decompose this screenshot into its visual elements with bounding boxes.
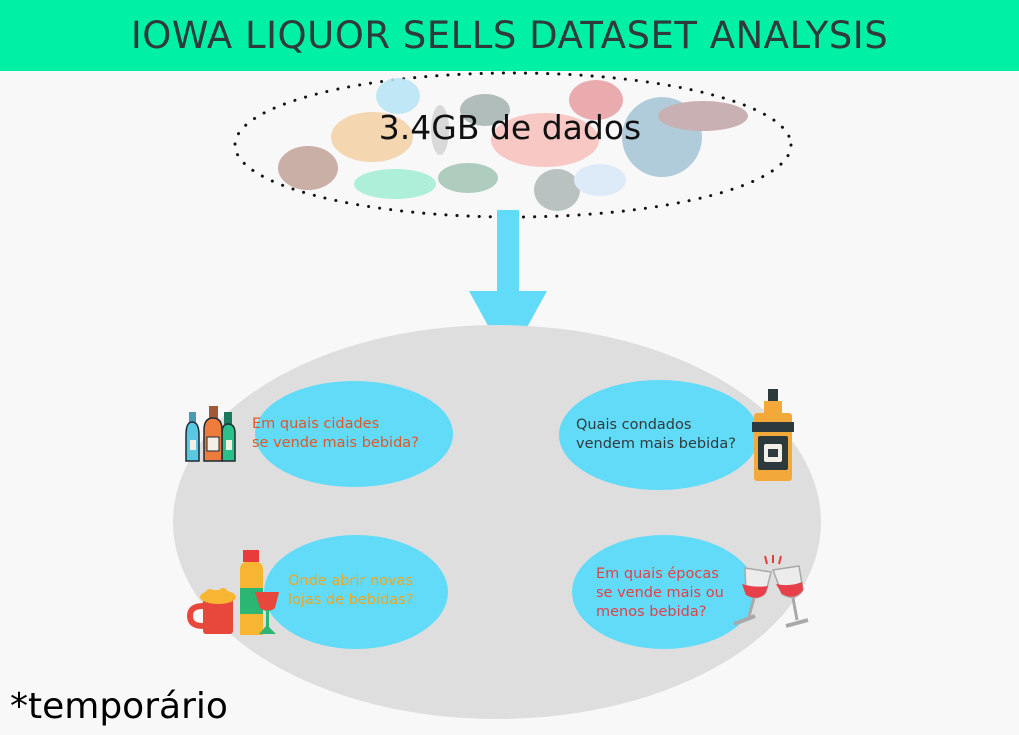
question-line: lojas de bebidas? [288,592,414,608]
beer-wine-icon [186,550,279,635]
title-banner: IOWA LIQUOR SELLS DATASET ANALYSIS [0,0,1019,71]
question-bubble-counties [559,380,759,490]
question-new-stores: Onde abrir novas lojas de bebidas? [288,572,413,610]
question-line: menos bebida? [596,604,707,620]
question-line: vendem mais bebida? [576,436,736,452]
data-blob [376,78,420,114]
question-seasons: Em quais épocas se vende mais ou menos b… [596,565,724,622]
data-blobs [278,78,748,211]
page-title: IOWA LIQUOR SELLS DATASET ANALYSIS [130,14,889,57]
question-cities: Em quais cidades se vende mais bebida? [252,415,419,453]
data-blob [354,169,436,199]
analysis-area [173,325,821,719]
data-size-label: 3.4GB de dados [378,108,642,147]
wine-toast-icon [733,555,809,628]
question-bubble-new-stores [264,535,448,649]
question-line: Em quais cidades [252,416,380,432]
question-line: se vende mais ou [596,585,724,601]
data-blob [658,101,748,131]
data-blob [438,163,498,193]
question-bubble-seasons [572,535,756,649]
question-line: Onde abrir novas [288,573,414,589]
data-blob [331,112,413,162]
data-blob [460,94,510,126]
question-line: Quais condados [576,417,692,433]
question-counties: Quais condados vendem mais bebida? [576,416,736,454]
footnote: *temporário [10,686,228,727]
data-blob [491,113,599,167]
whiskey-bottle-icon [752,389,794,481]
question-line: se vende mais bebida? [252,435,419,451]
data-blob [574,164,626,196]
data-blob [569,80,623,120]
data-blob [534,169,580,211]
data-blob [278,146,338,190]
liquor-bottles-icon [185,406,236,462]
question-bubble-cities [255,381,453,487]
data-blob [431,105,449,155]
question-line: Em quais épocas [596,566,719,582]
